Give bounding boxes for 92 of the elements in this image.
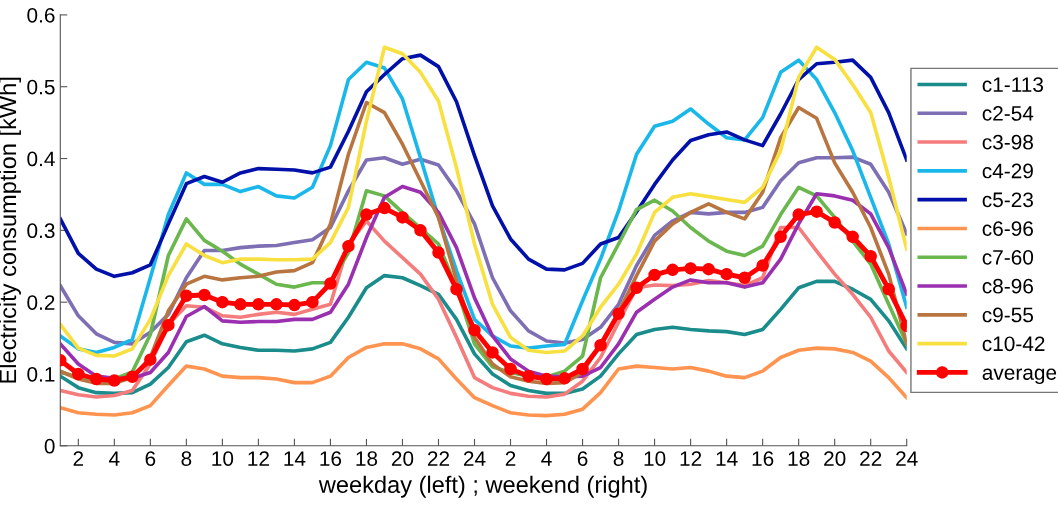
point <box>324 277 337 290</box>
legend-label: c6-96 <box>982 221 1033 236</box>
y-tick-label: 0.1 <box>27 367 55 382</box>
point <box>540 372 553 386</box>
x-axis-title: weekday (left) ; weekend (right) <box>318 475 647 498</box>
legend-label: c3-98 <box>982 134 1033 150</box>
point <box>234 298 247 311</box>
point <box>126 370 139 384</box>
point <box>684 262 697 275</box>
point <box>576 362 589 376</box>
y-tick-label: 0.4 <box>27 151 55 167</box>
point <box>846 230 859 244</box>
point <box>738 271 751 285</box>
x-tick-label: 22 <box>860 451 882 466</box>
point <box>828 216 841 229</box>
x-tick-label: 14 <box>284 451 306 466</box>
point <box>666 263 679 277</box>
legend-label: c7-60 <box>982 249 1034 265</box>
legend-label: c8-96 <box>982 278 1033 294</box>
x-tick-label: 12 <box>248 451 269 466</box>
x-tick-label: 12 <box>680 451 702 466</box>
point <box>216 295 229 309</box>
point <box>414 224 427 237</box>
y-tick-label: 0.2 <box>27 295 55 310</box>
x-tick-label: 10 <box>212 451 234 466</box>
x-tick-label: 18 <box>788 451 810 466</box>
point <box>108 374 121 387</box>
point <box>720 267 733 281</box>
legend-label: c5-23 <box>982 192 1033 208</box>
x-tick-label: 14 <box>716 451 738 466</box>
x-tick-label: 16 <box>752 451 774 466</box>
point <box>342 239 355 253</box>
point <box>522 369 535 383</box>
point <box>756 259 769 272</box>
legend-label: c4-29 <box>982 163 1033 179</box>
point <box>288 298 301 312</box>
point <box>486 346 499 359</box>
x-tick-label: 24 <box>463 451 486 466</box>
y-tick-label: 0.5 <box>27 79 55 95</box>
point <box>612 307 625 320</box>
point <box>144 353 157 366</box>
line-series <box>60 273 907 396</box>
point <box>702 262 715 276</box>
line-series <box>60 342 907 418</box>
legend-label: c1-113 <box>982 77 1044 92</box>
x-tick-label: 8 <box>181 451 192 466</box>
x-tick-label: 2 <box>505 451 516 466</box>
x-tick-label: 6 <box>145 451 156 466</box>
point <box>306 295 319 309</box>
legend-label: c2-54 <box>982 106 1034 121</box>
legend-label: c10-42 <box>982 336 1045 352</box>
point <box>180 289 193 302</box>
y-tick-label: 0.3 <box>27 223 55 239</box>
point <box>504 362 517 376</box>
point <box>558 372 571 385</box>
y-tick-label: 0.6 <box>27 7 55 23</box>
point <box>162 318 175 332</box>
point <box>360 208 373 221</box>
legend-label: average <box>982 368 1057 385</box>
x-tick-label: 20 <box>391 451 414 466</box>
point <box>378 201 391 215</box>
point <box>774 230 787 244</box>
x-tick-label: 18 <box>356 451 378 466</box>
x-tick-label: 24 <box>896 451 918 466</box>
point <box>252 298 265 311</box>
x-tick-label: 8 <box>613 451 624 466</box>
x-tick-label: 16 <box>320 451 342 466</box>
point <box>468 323 481 337</box>
y-tick-label: 0 <box>44 438 55 454</box>
point <box>90 372 103 386</box>
point <box>270 298 283 311</box>
legend-label: c9-55 <box>982 307 1034 323</box>
point <box>864 249 877 263</box>
point <box>432 246 445 259</box>
point <box>648 268 661 282</box>
x-tick-label: 22 <box>427 451 450 466</box>
point <box>594 339 607 352</box>
point <box>810 205 823 218</box>
x-tick-label: 6 <box>577 451 588 466</box>
point <box>450 282 463 296</box>
point <box>198 288 211 302</box>
point <box>882 282 895 296</box>
line-series <box>60 53 907 279</box>
x-tick-label: 20 <box>824 451 846 466</box>
x-tick-label: 4 <box>541 451 552 466</box>
point <box>396 211 409 224</box>
x-tick-label: 2 <box>73 451 84 466</box>
point <box>630 281 643 295</box>
point <box>72 367 85 381</box>
x-tick-label: 4 <box>109 451 120 466</box>
x-tick-label: 10 <box>644 451 666 466</box>
point <box>792 208 805 221</box>
